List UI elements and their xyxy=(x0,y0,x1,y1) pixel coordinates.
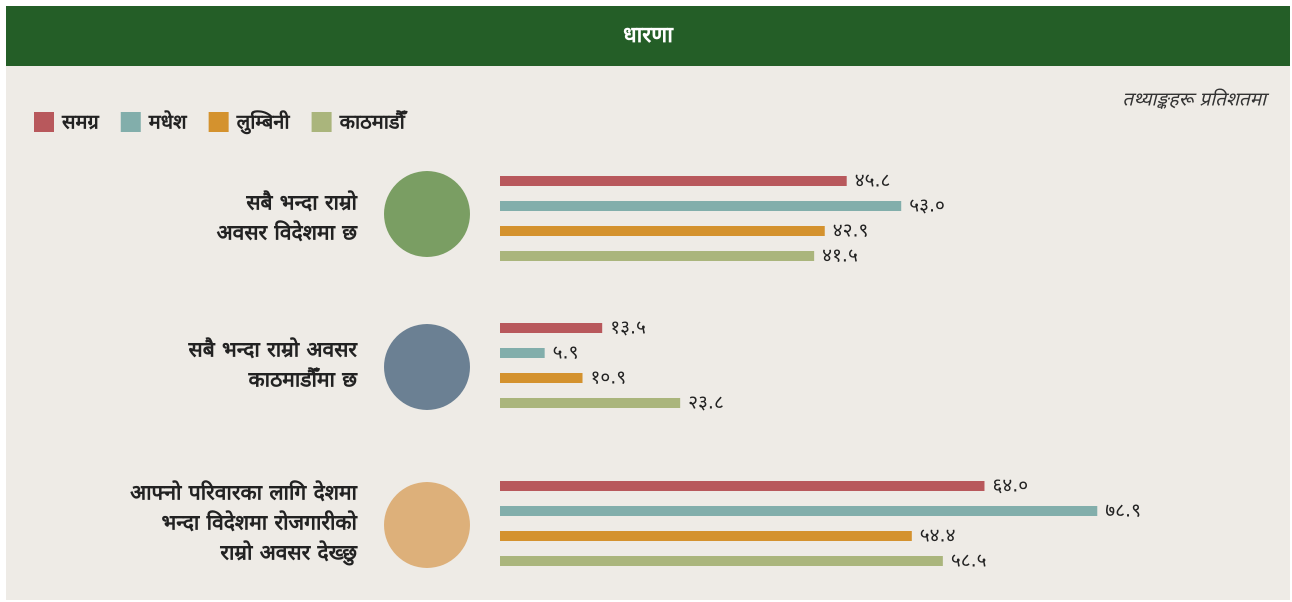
value-label: ४५.८ xyxy=(855,170,891,192)
bar xyxy=(500,481,985,491)
category-label: राम्रो अवसर देख्छु xyxy=(219,540,358,567)
value-label: १३.५ xyxy=(610,317,646,339)
bar xyxy=(500,323,603,333)
legend-swatch xyxy=(311,112,332,132)
value-label: ७८.९ xyxy=(1105,500,1141,522)
legend-label: समग्र xyxy=(61,110,99,134)
legend-swatch xyxy=(120,112,141,132)
legend-swatch xyxy=(208,112,229,132)
bar xyxy=(500,348,545,358)
background xyxy=(6,6,1290,600)
value-label: ४२.९ xyxy=(833,220,869,242)
legend-swatch xyxy=(34,112,54,132)
value-label: ५८.५ xyxy=(951,550,987,572)
category-label: आफ्नो परिवारका लागि देशमा xyxy=(130,480,358,505)
category-label: अवसर विदेशमा छ xyxy=(217,220,359,245)
subtitle: तथ्याङ्कहरू प्रतिशतमा xyxy=(1122,88,1270,111)
category-label: भन्दा विदेशमा रोजगारीको xyxy=(162,510,359,535)
chart-title: धारणा xyxy=(623,23,674,48)
value-label: १०.९ xyxy=(591,367,627,389)
bar xyxy=(500,201,902,211)
bar xyxy=(500,531,912,541)
bar xyxy=(500,373,583,383)
bar xyxy=(500,226,825,236)
bar xyxy=(500,556,943,566)
legend-label: मधेश xyxy=(148,110,188,134)
value-label: ६४.० xyxy=(992,475,1028,497)
bar xyxy=(500,176,847,186)
category-label: सबै भन्दा राम्रो xyxy=(245,190,358,215)
bar xyxy=(500,398,681,408)
icon xyxy=(384,324,470,410)
value-label: ४१.५ xyxy=(822,245,858,267)
bar xyxy=(500,251,815,261)
value-label: ५४.४ xyxy=(920,525,956,547)
icon xyxy=(384,171,470,257)
value-label: ५३.० xyxy=(909,195,945,217)
value-label: २३.८ xyxy=(688,392,724,414)
icon xyxy=(384,482,470,568)
header xyxy=(6,6,1290,66)
legend-label: लुम्बिनी xyxy=(236,110,291,135)
legend-label: काठमाडौँ xyxy=(339,110,408,134)
category-label: सबै भन्दा राम्रो अवसर xyxy=(188,337,359,362)
category-label: काठमाडौँमा छ xyxy=(248,367,359,392)
value-label: ५.९ xyxy=(553,342,579,364)
bar xyxy=(500,506,1098,516)
